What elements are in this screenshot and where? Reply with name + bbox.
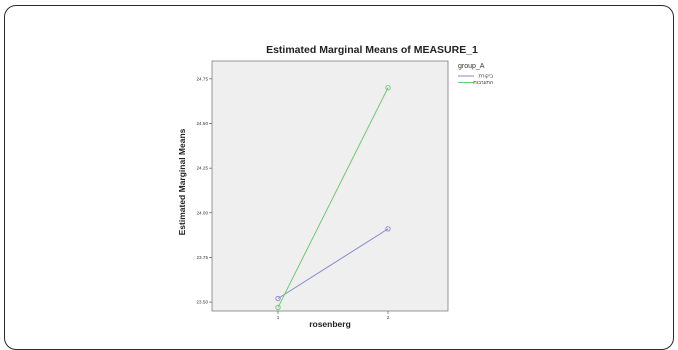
series-line-1 [277,228,389,299]
y-tick-label: 23.50 [197,300,209,305]
series-1-point-1 [275,295,281,302]
series-2-point-2 [385,85,391,91]
y-tick-label: 23.75 [197,255,209,260]
series-2-point-1 [275,304,281,311]
legend-label-2: התערבות [473,80,493,86]
x-tick-label: 2 [387,315,390,320]
legend-title: group_A [458,63,485,70]
series-line-2 [277,87,389,308]
y-tick-label: 24.25 [197,166,209,171]
y-tick-label: 24.50 [197,121,209,126]
chart: Estimated Marginal Means of MEASURE_1 23… [177,44,493,329]
plot-area [211,60,449,312]
y-axis-ticks: 23.50 23.75 24.00 24.25 24.50 24.75 [197,76,212,305]
x-tick-label: 1 [277,315,280,320]
series-1-point-2 [385,226,391,232]
chart-title: Estimated Marginal Means of MEASURE_1 [266,44,478,56]
x-axis-label: rosenberg [309,319,351,329]
legend-label-1: ביקורת [478,74,493,80]
series-lines [275,85,391,311]
y-tick-label: 24.75 [197,76,209,81]
y-tick-label: 24.00 [197,210,209,215]
y-axis-label: Estimated Marginal Means [177,128,187,235]
